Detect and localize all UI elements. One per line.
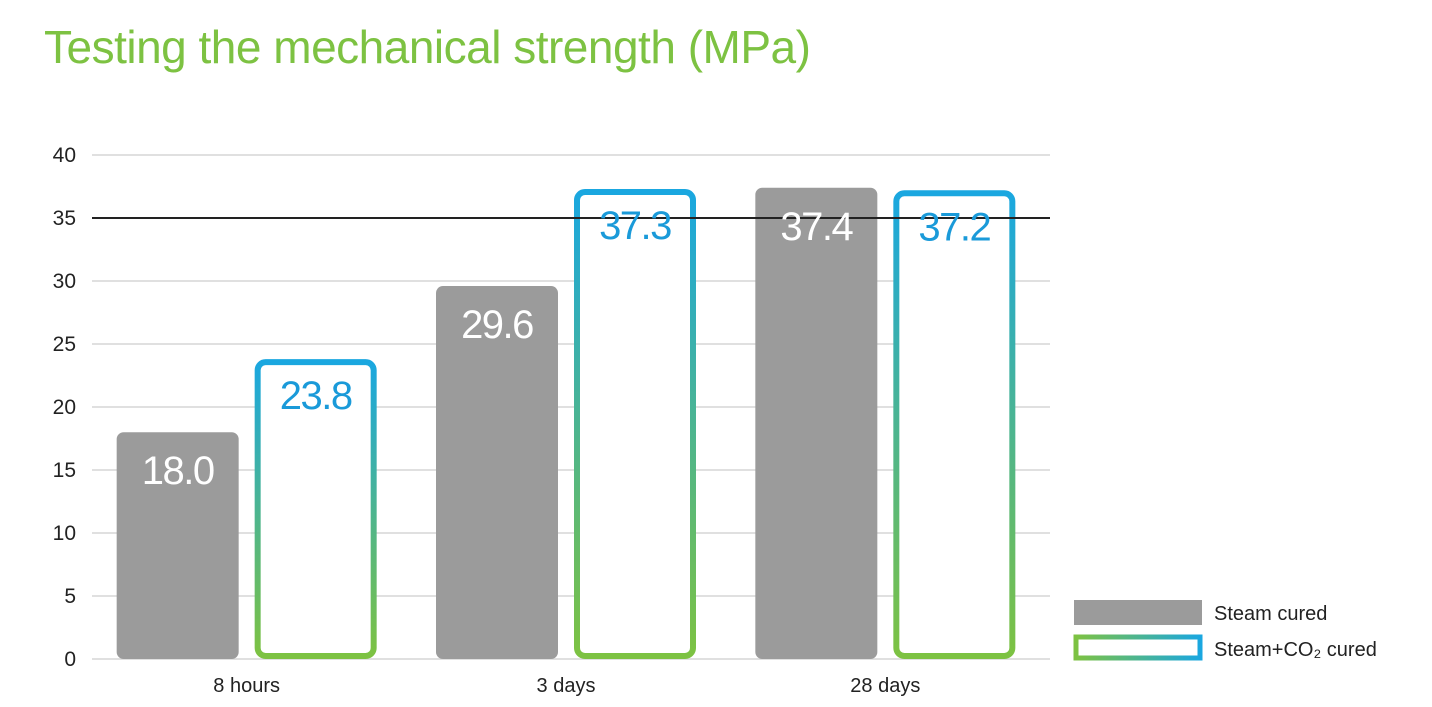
x-category-label: 3 days (537, 675, 596, 697)
data-label-steam-cured: 29.6 (461, 303, 533, 347)
bar-steam-cured (116, 432, 239, 659)
legend-swatch-steam-co2-cured (1073, 634, 1203, 661)
bar-steam-co2-cured (893, 190, 1016, 659)
y-tick-label: 5 (64, 585, 76, 608)
y-tick-label: 30 (53, 270, 76, 293)
x-axis-categories: 8 hours 3 days 28 days (213, 675, 920, 697)
bar-steam-co2-cured (574, 189, 696, 660)
y-tick-label: 25 (53, 333, 76, 356)
data-labels: 18.0 23.8 29.6 37.3 37.4 37.2 (142, 204, 992, 493)
y-tick-label: 10 (53, 522, 76, 545)
data-label-steam-co2-cured: 37.2 (918, 205, 990, 249)
y-tick-label: 0 (64, 648, 76, 671)
x-category-label: 8 hours (213, 675, 280, 697)
bar-steam-cured (436, 286, 558, 659)
y-tick-label: 15 (53, 459, 76, 482)
legend-label-steam-co2-cured: Steam+CO₂ cured (1214, 639, 1377, 661)
x-category-label: 28 days (850, 675, 920, 697)
bars (116, 187, 1016, 660)
bar-steam-cured (755, 187, 878, 659)
gridlines (92, 154, 1050, 660)
legend: Steam cured Steam+CO₂ cured (1073, 600, 1377, 661)
data-label-steam-cured: 37.4 (780, 205, 853, 249)
bar-steam-co2-cured (254, 359, 377, 659)
chart-title: Testing the mechanical strength (MPa) (44, 21, 811, 73)
data-label-steam-cured: 18.0 (142, 449, 214, 493)
data-label-steam-co2-cured: 37.3 (599, 204, 671, 248)
y-axis-ticks: 0 5 10 15 20 25 30 35 40 (53, 144, 76, 671)
legend-label-steam-cured: Steam cured (1214, 603, 1327, 625)
y-tick-label: 40 (53, 144, 76, 167)
y-tick-label: 35 (53, 207, 76, 230)
data-label-steam-co2-cured: 23.8 (280, 374, 352, 418)
legend-swatch-steam-cured (1074, 600, 1202, 625)
y-tick-label: 20 (53, 396, 76, 419)
